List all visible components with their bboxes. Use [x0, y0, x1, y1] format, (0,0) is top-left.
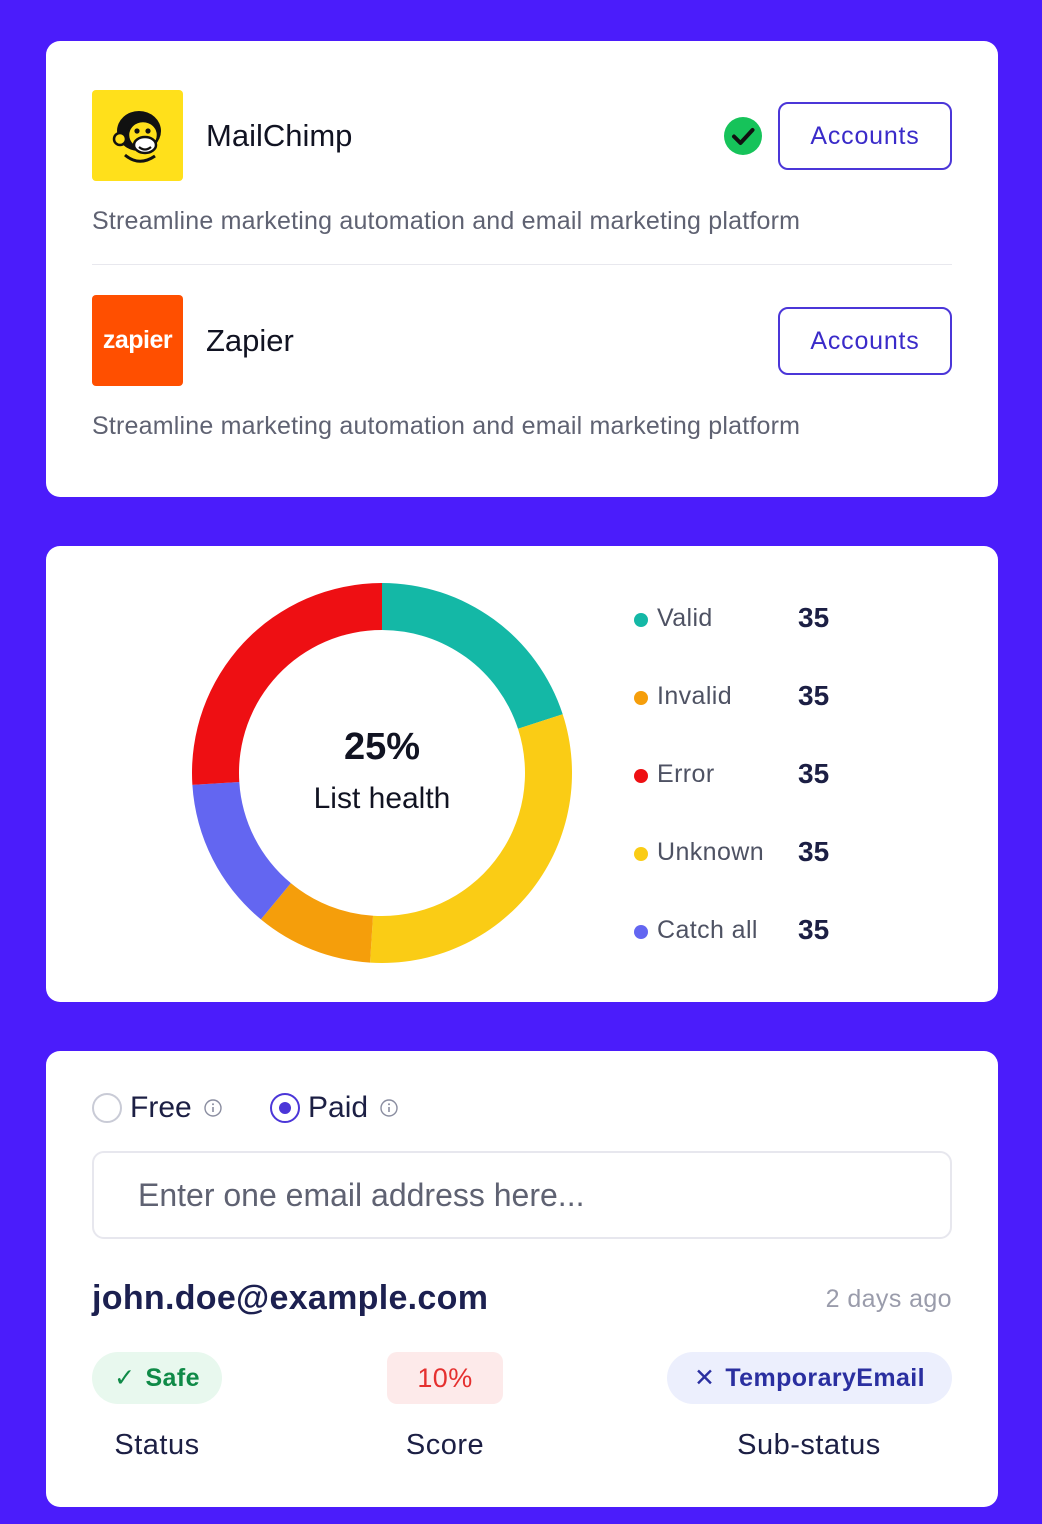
legend-label: Catch all: [657, 916, 758, 944]
substatus-caption: Sub-status: [737, 1429, 881, 1461]
health-percent: 25%: [343, 726, 421, 768]
integrations-card: MailChimp Accounts Streamline marketing …: [46, 41, 998, 497]
divider: [92, 264, 952, 265]
legend-label: Valid: [657, 604, 713, 632]
result-timestamp: 2 days ago: [825, 1285, 952, 1313]
integration-name: Zapier: [206, 323, 294, 358]
legend-label: Unknown: [657, 838, 765, 866]
legend-value: 35: [798, 680, 830, 711]
info-icon[interactable]: [203, 1099, 222, 1117]
legend-item-invalid: Invalid 35: [634, 674, 894, 752]
legend-dot: [634, 613, 648, 627]
connected-check-icon: [724, 117, 762, 155]
status-caption: Status: [114, 1429, 200, 1461]
result-email: john.doe@example.com: [92, 1279, 489, 1317]
zapier-logo-text: zapier: [102, 326, 173, 354]
legend-item-valid: Valid 35: [634, 596, 894, 674]
mailchimp-logo-icon: [92, 90, 183, 181]
donut-slice-catch-all: [192, 781, 291, 920]
free-radio[interactable]: [92, 1093, 122, 1123]
list-health-donut-chart: [192, 583, 572, 963]
zapier-logo-icon: zapier: [92, 295, 183, 386]
list-health-card: 25% List health Valid 35 Invalid 35 Erro…: [46, 546, 998, 1002]
integration-description: Streamline marketing automation and emai…: [92, 207, 801, 235]
x-icon: ✕: [693, 1364, 716, 1392]
option-free[interactable]: Free: [92, 1091, 222, 1125]
legend-dot: [634, 925, 648, 939]
legend-item-error: Error 35: [634, 752, 894, 830]
option-paid[interactable]: Paid: [270, 1091, 398, 1125]
status-badge: ✓ Safe: [92, 1352, 222, 1404]
score-caption: Score: [405, 1429, 485, 1461]
legend-dot: [634, 769, 648, 783]
legend-value: 35: [798, 602, 830, 633]
status-value: Safe: [145, 1363, 200, 1392]
info-icon[interactable]: [380, 1099, 398, 1117]
mailchimp-accounts-button[interactable]: Accounts: [778, 102, 952, 170]
integration-mailchimp: MailChimp Accounts Streamline marketing …: [92, 90, 952, 250]
paid-radio[interactable]: [270, 1093, 300, 1123]
legend-dot: [634, 691, 648, 705]
legend-label: Error: [657, 760, 715, 788]
donut-slice-valid: [382, 583, 563, 729]
legend-item-catch-all: Catch all 35: [634, 908, 894, 986]
substatus-value: TemporaryEmail: [725, 1363, 925, 1392]
legend-dot: [634, 847, 648, 861]
check-icon: ✓: [114, 1364, 136, 1392]
score-value: 10%: [417, 1362, 473, 1393]
integration-zapier: zapier Zapier Accounts Streamline market…: [92, 295, 952, 455]
legend-value: 35: [798, 758, 830, 789]
donut-slice-error: [192, 583, 382, 785]
integration-description: Streamline marketing automation and emai…: [92, 412, 801, 440]
score-badge: 10%: [387, 1352, 503, 1404]
legend-value: 35: [798, 914, 830, 945]
chart-legend: Valid 35 Invalid 35 Error 35 Unknown 35 …: [634, 596, 894, 986]
donut-slice-unknown: [370, 714, 572, 963]
legend-item-unknown: Unknown 35: [634, 830, 894, 908]
zapier-accounts-button[interactable]: Accounts: [778, 307, 952, 375]
email-verifier-card: Free Paid john.doe@example.com 2 days ag…: [46, 1051, 998, 1507]
free-label: Free: [130, 1091, 192, 1124]
health-caption: List health: [313, 782, 451, 815]
legend-label: Invalid: [657, 682, 733, 710]
legend-value: 35: [798, 836, 830, 867]
email-input[interactable]: [92, 1151, 952, 1239]
donut-slice-invalid: [260, 883, 374, 963]
integration-name: MailChimp: [206, 118, 353, 153]
substatus-badge: ✕ TemporaryEmail: [667, 1352, 952, 1404]
paid-label: Paid: [308, 1091, 369, 1124]
